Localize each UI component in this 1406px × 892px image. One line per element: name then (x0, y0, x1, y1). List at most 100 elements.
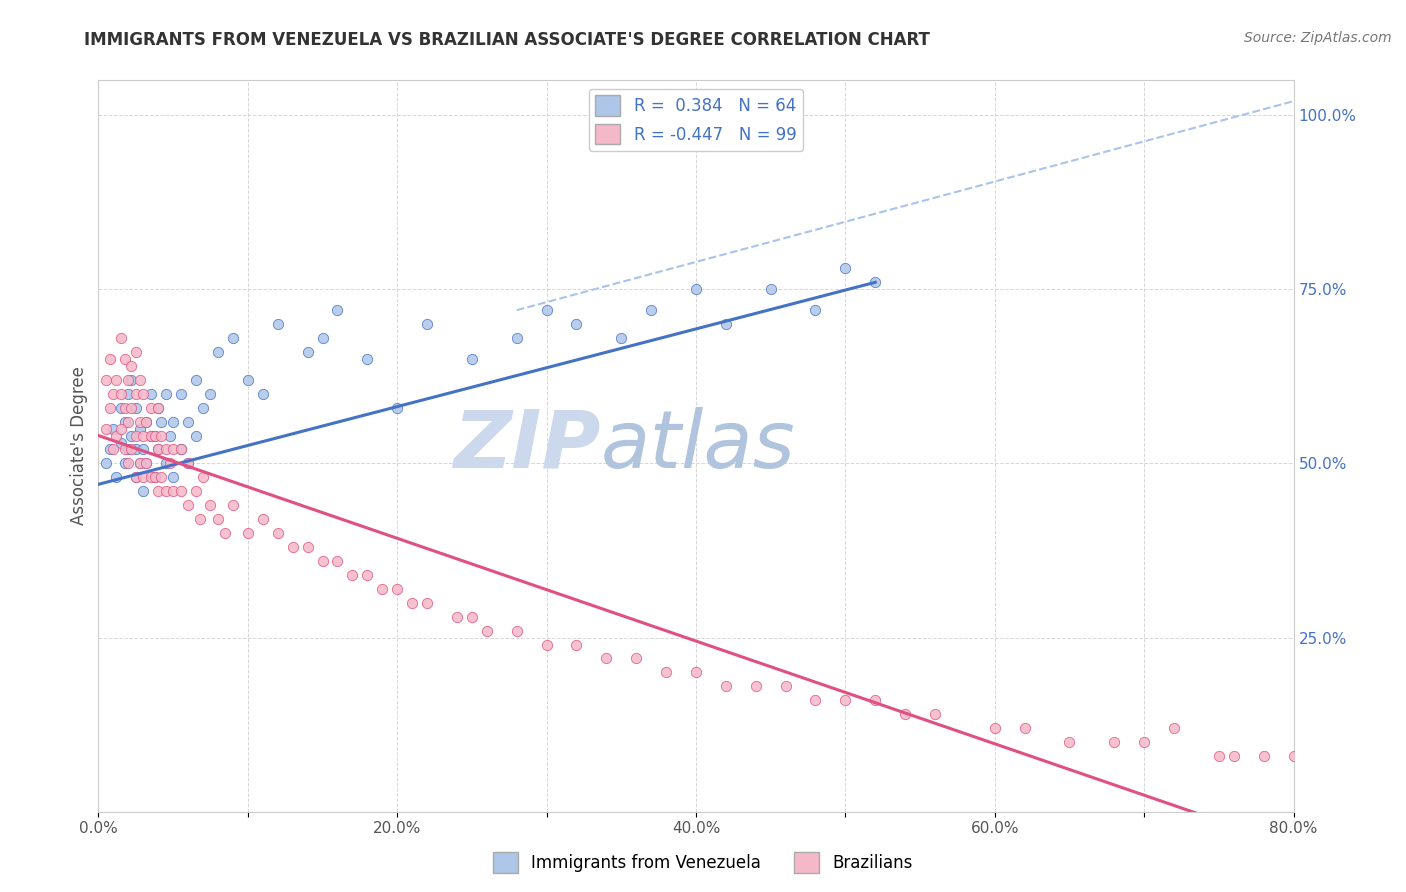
Point (110, 386, 132, 401)
Point (117, 386, 139, 401)
Point (536, 303, 558, 318)
Point (125, 470, 148, 484)
Point (162, 442, 184, 457)
Point (236, 373, 259, 387)
Point (129, 415, 152, 429)
Point (1208, 749, 1230, 764)
Point (129, 373, 152, 387)
Point (114, 401, 136, 415)
Point (150, 415, 173, 429)
Point (342, 567, 364, 582)
Point (191, 401, 214, 415)
Point (1253, 749, 1275, 764)
Point (865, 275, 887, 289)
Text: Source: ZipAtlas.com: Source: ZipAtlas.com (1244, 31, 1392, 45)
Y-axis label: Associate's Degree: Associate's Degree (70, 367, 89, 525)
Point (105, 373, 128, 387)
Legend: Immigrants from Venezuela, Brazilians: Immigrants from Venezuela, Brazilians (486, 846, 920, 880)
Point (311, 554, 333, 568)
Point (169, 386, 191, 401)
Point (139, 428, 162, 442)
Point (267, 526, 290, 541)
Text: ZIP: ZIP (453, 407, 600, 485)
Point (117, 373, 139, 387)
Point (385, 401, 409, 415)
Point (714, 679, 737, 693)
Point (416, 596, 439, 610)
Point (125, 428, 148, 442)
Point (155, 484, 177, 499)
Point (184, 484, 207, 499)
Point (117, 442, 139, 457)
Point (236, 526, 259, 541)
Point (326, 303, 349, 318)
Point (401, 596, 423, 610)
Point (120, 428, 142, 442)
Point (120, 442, 142, 457)
Point (745, 679, 768, 693)
Point (129, 421, 152, 435)
Point (252, 512, 274, 526)
Point (114, 442, 136, 457)
Point (326, 554, 349, 568)
Point (267, 317, 290, 331)
Point (1133, 735, 1156, 749)
Point (685, 665, 707, 680)
Point (129, 457, 152, 471)
Point (191, 470, 214, 484)
Point (1059, 735, 1081, 749)
Point (159, 428, 181, 442)
Point (114, 415, 136, 429)
Point (125, 386, 148, 401)
Text: atlas: atlas (600, 407, 796, 485)
Point (125, 345, 148, 359)
Point (143, 470, 166, 484)
Point (565, 317, 588, 331)
Point (177, 498, 200, 512)
Point (177, 415, 200, 429)
Point (714, 317, 737, 331)
Point (148, 484, 170, 499)
Point (132, 484, 155, 499)
Point (135, 457, 157, 471)
Point (894, 707, 917, 722)
Point (626, 651, 648, 665)
Point (461, 609, 484, 624)
Point (610, 331, 633, 345)
Point (135, 457, 157, 471)
Point (169, 484, 191, 499)
Point (162, 484, 184, 499)
Point (114, 351, 136, 366)
Point (98, 401, 122, 415)
Point (105, 470, 128, 484)
Point (94, 421, 117, 435)
Point (222, 331, 245, 345)
Point (103, 442, 125, 457)
Point (865, 693, 887, 707)
Point (655, 665, 678, 680)
Point (103, 386, 125, 401)
Point (281, 540, 304, 554)
Point (311, 331, 333, 345)
Point (356, 567, 378, 582)
Point (834, 693, 856, 707)
Point (132, 428, 155, 442)
Point (135, 415, 157, 429)
Point (984, 721, 1007, 735)
Point (1223, 749, 1246, 764)
Point (110, 401, 132, 415)
Point (475, 624, 498, 638)
Point (120, 373, 142, 387)
Point (1282, 749, 1305, 764)
Point (595, 651, 617, 665)
Point (143, 428, 166, 442)
Point (120, 359, 142, 373)
Point (834, 261, 856, 276)
Point (207, 345, 229, 359)
Point (132, 442, 155, 457)
Point (536, 638, 558, 652)
Point (143, 428, 166, 442)
Point (200, 386, 222, 401)
Point (103, 421, 125, 435)
Point (297, 540, 319, 554)
